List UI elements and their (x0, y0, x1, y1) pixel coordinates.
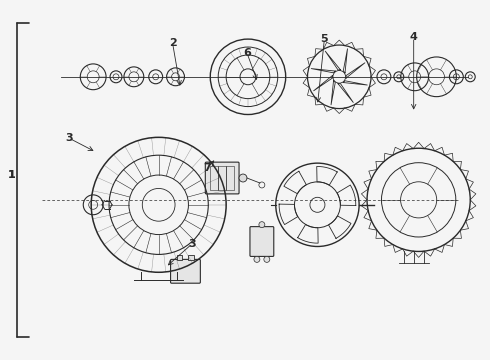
FancyBboxPatch shape (250, 227, 274, 256)
FancyBboxPatch shape (171, 260, 200, 283)
Bar (189, 255, 195, 260)
Text: 4: 4 (410, 32, 417, 42)
Text: 2: 2 (169, 38, 176, 48)
Text: 1: 1 (8, 170, 16, 180)
Circle shape (264, 256, 270, 262)
Text: 5: 5 (320, 34, 328, 44)
Text: 7: 7 (203, 163, 211, 173)
Bar (218, 166, 226, 190)
Text: 1: 1 (8, 170, 16, 180)
Text: 6: 6 (243, 48, 251, 58)
Bar (176, 255, 182, 260)
Circle shape (239, 174, 247, 182)
Circle shape (259, 222, 265, 228)
FancyBboxPatch shape (205, 162, 239, 194)
Bar (226, 166, 234, 190)
Circle shape (254, 256, 260, 262)
Text: 3: 3 (66, 133, 73, 143)
Text: 3: 3 (189, 239, 196, 248)
Bar (210, 166, 218, 190)
